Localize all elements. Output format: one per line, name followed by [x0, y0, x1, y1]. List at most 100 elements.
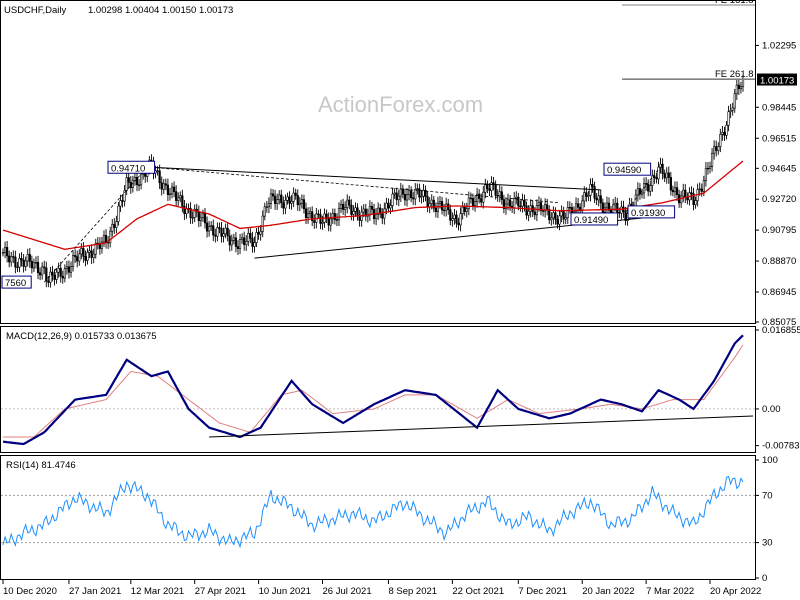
macd-line	[2, 334, 744, 446]
candle-body	[284, 200, 287, 209]
candle-body	[471, 197, 475, 206]
candle-body	[317, 213, 320, 215]
candle-body	[583, 192, 586, 202]
candle-body	[393, 192, 396, 195]
candle-body	[205, 222, 209, 232]
candle-body	[657, 166, 660, 180]
candle-body	[607, 202, 611, 211]
candle-body	[255, 232, 258, 243]
candle-body	[432, 199, 435, 209]
candle-body	[59, 267, 62, 277]
candle-body	[478, 193, 481, 199]
candle-body	[232, 237, 235, 241]
candle-body	[451, 218, 454, 221]
candle-body	[88, 250, 91, 253]
macd-panel-frame	[0, 326, 756, 453]
date-axis-label: 10 Dec 2020	[3, 586, 57, 597]
candle-body	[333, 213, 336, 220]
candle-body	[168, 193, 172, 196]
candle-body	[440, 201, 444, 211]
candle-body	[352, 211, 355, 215]
candle-body	[704, 167, 707, 181]
candle-body	[123, 190, 126, 202]
candle-body	[735, 84, 738, 95]
candle-body	[78, 253, 81, 262]
candle-body	[189, 208, 192, 218]
candle-body	[574, 203, 578, 213]
candle-body	[519, 205, 522, 208]
candle-body	[32, 262, 36, 269]
candle-body	[593, 186, 596, 199]
candle-body	[121, 200, 124, 202]
candle-body	[313, 220, 316, 223]
candle-body	[647, 184, 650, 192]
candle-body	[177, 197, 180, 201]
candle-body	[84, 256, 87, 261]
candle-body	[482, 191, 485, 203]
last-price-label: 1.00173	[760, 76, 794, 87]
candle-body	[53, 274, 56, 280]
candle-body	[71, 255, 75, 267]
candle-body	[282, 202, 285, 209]
candle-body	[410, 190, 413, 199]
candle-body	[348, 199, 351, 206]
candle-body	[201, 213, 205, 219]
macd-axis-label: 0.00	[762, 404, 781, 415]
candle-body	[222, 233, 225, 237]
candle-body	[527, 210, 530, 216]
candle-body	[436, 202, 440, 212]
candle-body	[655, 177, 658, 180]
candle-body	[416, 188, 419, 190]
candle-body	[723, 132, 726, 136]
candle-body	[422, 189, 425, 197]
macd-axis-label: 0.016855	[762, 325, 800, 336]
candle-body	[420, 195, 423, 198]
candle-body	[63, 268, 66, 279]
candle-body	[61, 275, 64, 279]
candle-body	[370, 206, 374, 210]
candle-body	[541, 210, 545, 212]
candle-body	[412, 197, 415, 200]
candle-body	[115, 221, 118, 228]
candle-body	[434, 207, 437, 212]
candle-body	[634, 194, 637, 208]
candle-body	[508, 199, 512, 207]
candle-body	[663, 173, 666, 179]
candle-body	[166, 184, 170, 195]
candle-body	[214, 234, 217, 237]
candle-body	[550, 217, 553, 221]
candle-body	[461, 206, 464, 215]
rsi-line	[2, 475, 744, 549]
candle-body	[86, 252, 89, 261]
candle-body	[339, 203, 343, 209]
level-label-box	[1, 275, 32, 289]
candle-body	[247, 232, 250, 242]
candle-body	[445, 203, 448, 211]
candle-body	[737, 84, 740, 90]
level-label-box	[603, 162, 652, 176]
candle-body	[680, 195, 683, 204]
date-axis-label: 7 Dec 2021	[518, 586, 567, 597]
candle-body	[39, 272, 42, 276]
candle-body	[346, 199, 349, 208]
candle-body	[649, 185, 652, 192]
price-axis-label: 0.90795	[762, 225, 796, 236]
candle-body	[515, 196, 518, 199]
candle-body	[226, 227, 229, 237]
candle-body	[741, 79, 745, 87]
candle-body	[568, 207, 571, 209]
candle-body	[401, 188, 404, 195]
candle-body	[700, 188, 703, 192]
candle-body	[480, 198, 483, 203]
candle-body	[354, 207, 357, 212]
level-label-box	[107, 160, 156, 174]
candle-body	[137, 184, 141, 186]
candle-body	[218, 227, 221, 229]
candle-body	[203, 213, 207, 224]
candle-body	[16, 266, 19, 269]
candle-body	[618, 212, 621, 214]
candle-body	[463, 206, 466, 212]
candle-body	[453, 214, 456, 219]
candle-body	[385, 202, 388, 210]
candle-body	[76, 256, 79, 262]
